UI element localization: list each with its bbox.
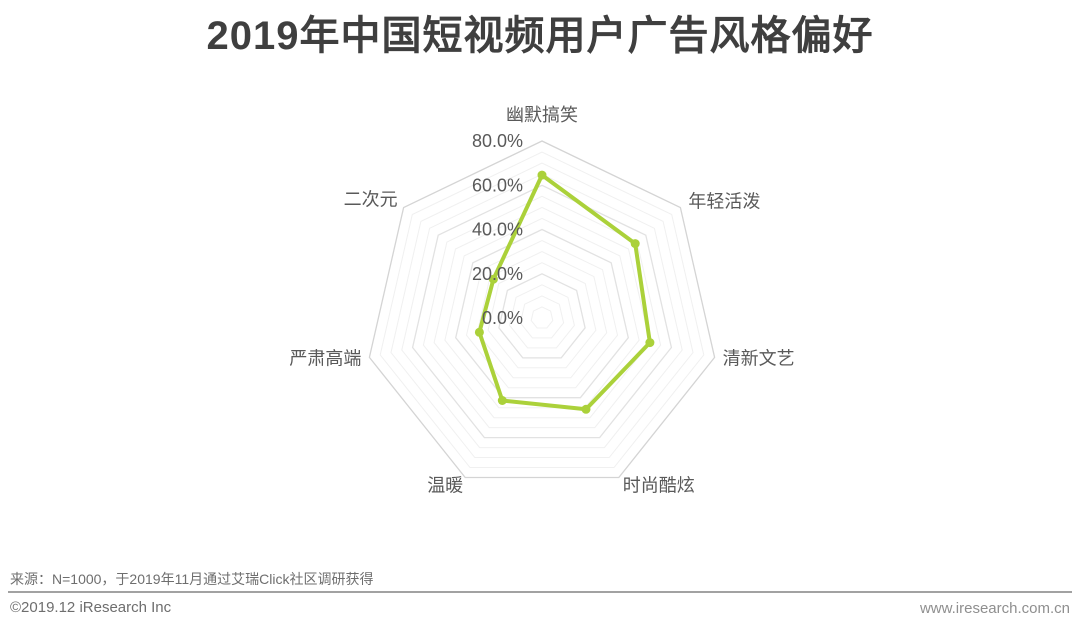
grid-ring-minor [433,206,651,419]
grid-ring-minor [465,240,619,389]
grid-ring-minor [422,195,662,429]
source-note: 来源：N=1000，于2019年11月通过艾瑞Click社区调研获得 [10,571,374,587]
grid-ring-minor [530,306,554,329]
axis-label: 幽默搞笑 [506,105,578,125]
grid-ring-major [411,184,673,439]
tick-label: 20.0% [472,264,523,284]
tick-label: 60.0% [472,175,523,195]
data-point-marker [645,338,655,348]
grid-ring-major [454,228,630,399]
tick-label: 0.0% [482,308,523,328]
grid-ring-minor [509,284,575,349]
website-text: www.iresearch.com.cn [919,600,1070,617]
data-series-polygon [477,173,652,412]
footer-divider [8,591,1072,593]
data-point-marker [497,396,507,405]
axis-label: 清新文艺 [723,348,795,368]
tick-label: 40.0% [472,220,523,240]
grid-ring-major [498,273,586,359]
grid-ring-minor [390,162,694,458]
axis-label: 时尚酷炫 [623,476,695,496]
data-point-marker [537,170,547,180]
data-point-marker [474,327,484,337]
tick-label: 80.0% [472,131,523,151]
data-point-marker [581,404,591,414]
axis-label: 二次元 [344,190,398,210]
chart-title: 2019年中国短视频用户广告风格偏好 [206,14,874,58]
grid-ring-minor [401,173,683,449]
copyright-text: ©2019.12 iResearch Inc [10,599,172,616]
axis-label: 年轻活泼 [688,192,760,212]
grid-ring-minor [487,262,597,369]
axis-label: 温暖 [427,476,463,496]
grid-ring-major [368,140,716,479]
grid-ring-minor [476,251,608,379]
grid-ring-minor [444,217,640,409]
data-point-marker [630,239,640,249]
data-point-marker [488,274,498,284]
grid-ring-minor [519,295,565,339]
grid-ring-minor [379,151,705,468]
axis-label: 严肃高端 [289,348,361,368]
